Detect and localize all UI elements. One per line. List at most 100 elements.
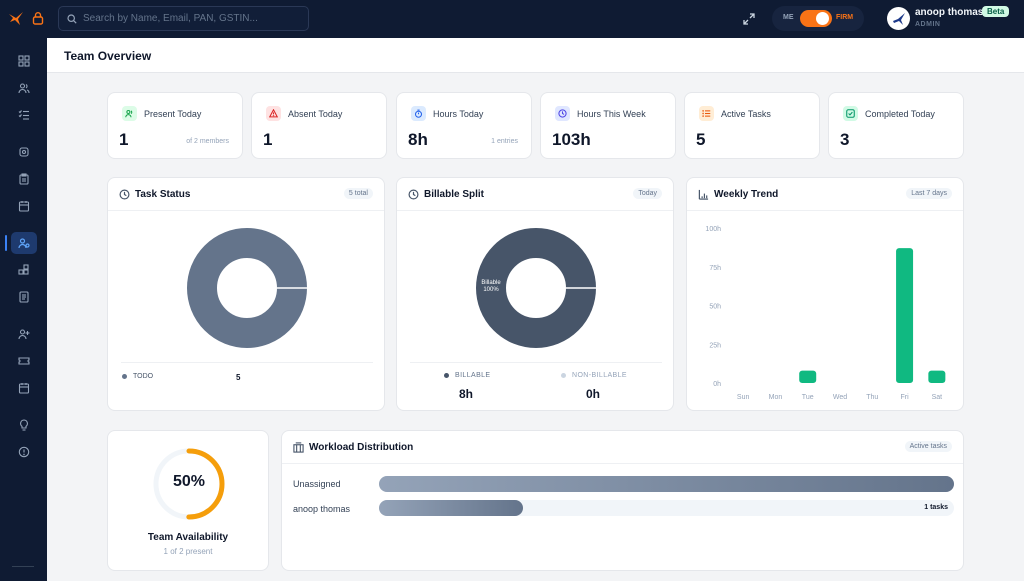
expand-icon[interactable]: [742, 12, 756, 26]
clock-icon: [555, 106, 570, 121]
y-tick-label: 0h: [713, 381, 721, 388]
mode-me-label: ME: [783, 14, 794, 21]
y-tick-label: 25h: [709, 342, 721, 349]
clock-icon: [119, 189, 130, 200]
stat-card-active-tasks[interactable]: Active Tasks 5: [684, 92, 820, 159]
panel-badge: Today: [633, 188, 662, 199]
stat-card-hours-today[interactable]: Hours Today 8h 1 entries: [396, 92, 532, 159]
task-status-donut: [187, 228, 307, 348]
billable-donut: [476, 228, 596, 348]
donut-center-label: Billable: [481, 280, 501, 286]
x-tick-label: Sat: [932, 394, 943, 401]
top-bar: ME FIRM anoop thomas Beta ADMIN: [0, 0, 1024, 38]
x-tick-label: Thu: [866, 394, 878, 401]
weekly-bar-fri[interactable]: [896, 248, 914, 383]
divider: [121, 362, 373, 363]
panel-header: Weekly Trend Last 7 days: [687, 178, 963, 211]
legend-dot: [122, 374, 127, 379]
stat-card-hours-week[interactable]: Hours This Week 103h: [540, 92, 676, 159]
sidebar-item-team[interactable]: [5, 232, 37, 254]
stat-value: 3: [840, 130, 850, 149]
sidebar-item-schedule[interactable]: [11, 377, 37, 399]
sidebar-item-calendar[interactable]: [11, 195, 37, 217]
panel-title: Weekly Trend: [714, 189, 779, 200]
clipboard-icon: [19, 173, 29, 185]
beta-badge: Beta: [982, 6, 1010, 17]
sidebar-item-clients[interactable]: [11, 77, 37, 99]
stat-card-absent[interactable]: Absent Today 1: [251, 92, 387, 159]
billable-split-panel: Billable Split Today Billable 100% BILLA…: [396, 177, 674, 411]
clock-icon: [408, 189, 419, 200]
sidebar-item-tickets[interactable]: [11, 350, 37, 372]
panel-title: Workload Distribution: [309, 442, 414, 453]
workload-panel: Workload Distribution Active tasks Unass…: [281, 430, 964, 571]
sidebar-item-ideas[interactable]: [11, 414, 37, 436]
lightbulb-icon: [20, 419, 28, 431]
weekly-bar-tue[interactable]: [799, 370, 817, 383]
availability-title: Team Availability: [147, 532, 229, 543]
bar-chart-icon: [698, 189, 709, 200]
workload-bar-fill[interactable]: [379, 476, 954, 492]
legend-item-todo: TODO: [122, 373, 153, 380]
building-icon: [293, 442, 304, 453]
stopwatch-icon: [411, 106, 426, 121]
blocks-icon: [18, 264, 29, 275]
sidebar-item-dashboard[interactable]: [11, 50, 37, 72]
sidebar-item-documents[interactable]: [11, 168, 37, 190]
lock-icon[interactable]: [31, 11, 45, 25]
weekly-bar-sat[interactable]: [928, 370, 946, 383]
weekly-trend-chart: 100h 75h 50h 25h 0h Sun Mon Tue Wed Thu Fri Sat: [705, 226, 946, 401]
stat-label: Hours Today: [433, 109, 484, 119]
grid-icon: [18, 55, 30, 67]
sidebar-divider: [12, 566, 34, 567]
sidebar-item-invoices[interactable]: [11, 286, 37, 308]
panel-title: Billable Split: [424, 189, 485, 200]
user-name[interactable]: anoop thomas: [915, 7, 984, 18]
list-icon: [699, 106, 714, 121]
user-avatar[interactable]: [887, 7, 910, 30]
app-logo-icon[interactable]: [8, 10, 24, 26]
sidebar-item-modules[interactable]: [11, 259, 37, 281]
workload-bar-fill[interactable]: [379, 500, 523, 516]
check-square-icon: [843, 106, 858, 121]
availability-percent: 50%: [172, 473, 206, 490]
search-input[interactable]: [83, 13, 293, 24]
legend-label: NON-BILLABLE: [572, 372, 627, 379]
global-search[interactable]: [58, 6, 309, 31]
stat-value: 1: [119, 130, 129, 149]
x-tick-label: Tue: [802, 394, 814, 401]
panel-header: Billable Split Today: [397, 178, 673, 211]
panel-title: Task Status: [135, 189, 191, 200]
toggle-switch[interactable]: [800, 10, 832, 27]
info-icon: [18, 446, 30, 458]
availability-subtitle: 1 of 2 present: [163, 547, 213, 556]
search-icon: [67, 13, 77, 24]
panel-badge: Active tasks: [904, 441, 952, 452]
sidebar: [0, 38, 47, 581]
page-header: Team Overview: [47, 38, 1024, 73]
y-tick-label: 50h: [709, 304, 721, 311]
user-plus-icon: [18, 329, 30, 340]
team-icon: [18, 238, 30, 249]
team-availability-card: 50% Team Availability 1 of 2 present: [107, 430, 269, 571]
task-status-panel: Task Status 5 total TODO 5: [107, 177, 385, 411]
workload-row-count: 1 tasks: [924, 504, 948, 511]
stat-card-present[interactable]: Present Today 1 of 2 members: [107, 92, 243, 159]
sidebar-item-add-user[interactable]: [11, 323, 37, 345]
y-tick-label: 100h: [705, 226, 721, 233]
stat-note: of 2 members: [186, 138, 229, 145]
legend-label: BILLABLE: [455, 372, 491, 379]
bird-logo-icon: [892, 12, 905, 25]
non-billable-value: 0h: [586, 387, 601, 401]
stat-card-completed[interactable]: Completed Today 3: [828, 92, 964, 159]
me-firm-toggle[interactable]: ME FIRM: [772, 6, 864, 31]
stat-value: 1: [263, 130, 273, 149]
calendar-icon: [18, 383, 30, 394]
stat-value: 5: [696, 130, 706, 149]
ticket-icon: [18, 357, 30, 365]
availability-ring: [153, 448, 225, 520]
sidebar-item-help[interactable]: [11, 441, 37, 463]
stat-label: Absent Today: [288, 109, 343, 119]
sidebar-item-services[interactable]: [11, 141, 37, 163]
sidebar-item-tasks[interactable]: [11, 104, 37, 126]
